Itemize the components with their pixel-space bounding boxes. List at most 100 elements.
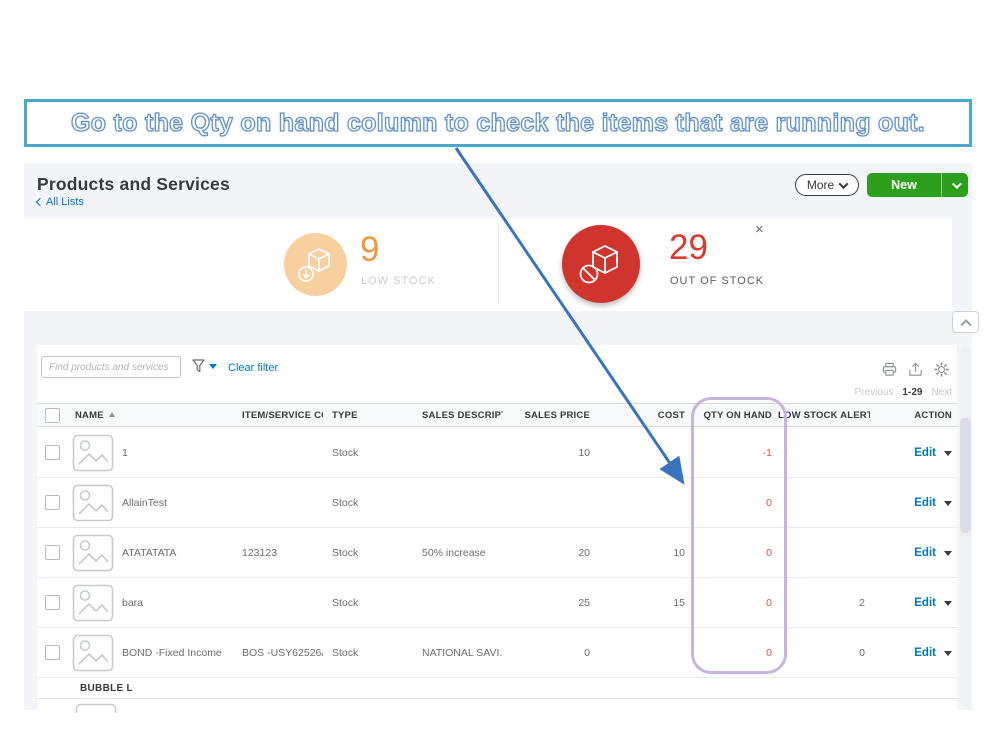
settings-gear-icon[interactable] xyxy=(934,362,949,377)
more-button-label: More xyxy=(806,178,835,192)
cell-qty-on-hand: -1 xyxy=(762,446,772,459)
page-title: Products and Services xyxy=(37,174,230,194)
edit-button[interactable]: Edit xyxy=(914,546,936,559)
callout-text: Go to the Qty on hand column to check th… xyxy=(70,108,926,137)
chevron-down-icon xyxy=(838,178,849,189)
group-label: BUBBLE L xyxy=(80,682,133,694)
out-of-stock-card[interactable] xyxy=(562,225,640,303)
product-image-placeholder xyxy=(72,634,114,671)
chevron-down-icon xyxy=(951,178,962,189)
table-row-partial xyxy=(37,699,957,713)
cell-qty-on-hand: 0 xyxy=(766,546,772,559)
column-header-sales-price[interactable]: SALES PRICE xyxy=(524,409,590,421)
cell-item-code: 123123 xyxy=(242,546,278,559)
product-name: bara xyxy=(122,596,144,609)
cell-qty-on-hand: 0 xyxy=(766,596,772,609)
chevron-up-icon xyxy=(959,319,972,331)
box-arrow-down-icon xyxy=(297,247,330,282)
row-checkbox[interactable] xyxy=(45,545,60,560)
edit-dropdown-icon[interactable] xyxy=(944,650,952,656)
cell-low-stock-alert: 2 xyxy=(859,596,865,609)
row-checkbox[interactable] xyxy=(45,445,60,460)
box-blocked-icon xyxy=(579,245,618,284)
row-checkbox[interactable] xyxy=(45,645,60,660)
cell-low-stock-alert: 0 xyxy=(859,646,865,659)
clear-filter-link[interactable]: Clear filter xyxy=(228,362,279,374)
app-window: Products and Services All Lists More New xyxy=(24,163,979,713)
search-input[interactable] xyxy=(41,356,181,378)
product-image-placeholder xyxy=(72,584,114,621)
edit-dropdown-icon[interactable] xyxy=(944,600,952,606)
column-header-qty-on-hand[interactable]: QTY ON HAND xyxy=(703,409,772,421)
filter-dropdown[interactable] xyxy=(192,359,217,373)
edit-button[interactable]: Edit xyxy=(914,496,936,509)
caret-down-icon xyxy=(209,363,217,369)
column-header-name[interactable]: NAME xyxy=(66,410,233,421)
product-name: ATATATATA xyxy=(122,546,177,559)
cell-description: NATIONAL SAVI... xyxy=(422,646,503,659)
column-header-type[interactable]: TYPE xyxy=(332,409,358,421)
collapse-panel-button[interactable] xyxy=(952,311,979,333)
table-header-row: NAME ITEM/SERVICE CODE TYPE SALES DESCRI… xyxy=(37,403,957,427)
column-header-cost[interactable]: COST xyxy=(657,409,685,421)
export-icon[interactable] xyxy=(908,362,923,377)
cell-item-code: BOS -USY62526A... xyxy=(242,646,323,659)
table-row[interactable]: 1 Stock 10 -1 Edit xyxy=(37,428,957,478)
column-header-low-stock-alert[interactable]: LOW STOCK ALERT xyxy=(778,409,870,421)
product-name: 1 xyxy=(122,446,128,459)
low-stock-count: 9 xyxy=(360,230,380,269)
product-image-placeholder xyxy=(72,484,114,521)
table-row[interactable]: ATATATATA 123123 Stock 50% increase 20 1… xyxy=(37,528,957,578)
table-body: 1 Stock 10 -1 Edit AllainTest Stock xyxy=(37,428,957,713)
pagination-range: 1-29 xyxy=(902,387,923,398)
cell-sales-price: 0 xyxy=(584,646,590,659)
cell-type: Stock xyxy=(332,646,359,659)
product-image-placeholder xyxy=(75,703,117,713)
cell-description: 50% increase xyxy=(422,546,486,559)
cell-cost: 10 xyxy=(673,546,685,559)
column-header-action[interactable]: ACTION xyxy=(914,409,952,421)
callout-banner: Go to the Qty on hand column to check th… xyxy=(24,99,972,147)
edit-dropdown-icon[interactable] xyxy=(944,450,952,456)
out-of-stock-count: 29 xyxy=(669,228,708,267)
new-button[interactable]: New xyxy=(867,173,968,197)
select-all-checkbox[interactable] xyxy=(45,407,60,423)
table-row[interactable]: AllainTest Stock 0 Edit xyxy=(37,478,957,528)
vertical-scrollbar-thumb[interactable] xyxy=(960,418,971,533)
more-button[interactable]: More xyxy=(795,174,859,196)
pagination-next[interactable]: Next xyxy=(931,387,952,398)
pagination-previous[interactable]: Previous xyxy=(854,387,894,398)
breadcrumb-label: All Lists xyxy=(46,196,84,208)
stock-alerts-panel: 9 LOW STOCK 29 OUT OF STOCK × xyxy=(24,218,952,311)
column-header-item-code[interactable]: ITEM/SERVICE CODE xyxy=(242,409,323,421)
table-row[interactable]: BOND -Fixed Income BOS -USY62526A... Sto… xyxy=(37,628,957,678)
pagination: Previous 1-29 Next xyxy=(855,387,952,398)
product-name: AllainTest xyxy=(122,496,167,509)
new-button-label[interactable]: New xyxy=(867,173,942,197)
row-checkbox[interactable] xyxy=(45,595,60,610)
group-row: BUBBLE L xyxy=(37,678,957,699)
table-row[interactable]: bara Stock 25 15 0 2 Edit xyxy=(37,578,957,628)
column-header-sales-description[interactable]: SALES DESCRIPTION xyxy=(422,409,503,421)
filter-funnel-icon xyxy=(192,359,205,373)
cell-sales-price: 20 xyxy=(578,546,590,559)
cell-sales-price: 25 xyxy=(578,596,590,609)
table-tools xyxy=(882,362,949,377)
edit-button[interactable]: Edit xyxy=(914,446,936,459)
new-dropdown-toggle[interactable] xyxy=(942,173,968,197)
breadcrumb-all-lists[interactable]: All Lists xyxy=(35,196,84,208)
close-icon[interactable]: × xyxy=(755,221,764,238)
edit-button[interactable]: Edit xyxy=(914,596,936,609)
low-stock-card[interactable] xyxy=(284,233,347,296)
edit-dropdown-icon[interactable] xyxy=(944,500,952,506)
row-checkbox[interactable] xyxy=(45,495,60,510)
print-icon[interactable] xyxy=(882,362,897,377)
edit-dropdown-icon[interactable] xyxy=(944,550,952,556)
cell-qty-on-hand: 0 xyxy=(766,646,772,659)
edit-button[interactable]: Edit xyxy=(914,646,936,659)
cell-qty-on-hand: 0 xyxy=(766,496,772,509)
cell-type: Stock xyxy=(332,496,359,509)
sort-ascending-icon xyxy=(108,411,115,417)
cell-type: Stock xyxy=(332,446,359,459)
product-name: BOND -Fixed Income xyxy=(122,646,222,659)
